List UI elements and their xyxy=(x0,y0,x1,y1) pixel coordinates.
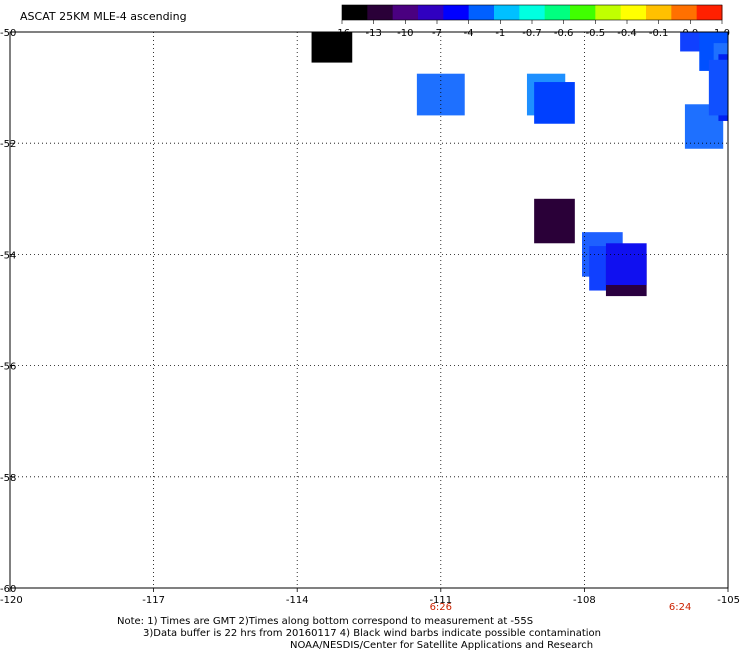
colorbar-tick-label: -13 xyxy=(365,28,381,39)
colorbar-swatch xyxy=(342,5,368,20)
colorbar-swatch xyxy=(671,5,698,20)
map-title: ASCAT 25KM MLE-4 ascending xyxy=(20,10,187,23)
colorbar-swatch xyxy=(418,5,444,20)
wind-cell xyxy=(311,32,353,63)
colorbar-tick-label: -0.7 xyxy=(522,28,542,39)
colorbar-swatch xyxy=(519,5,546,20)
colorbar-swatch xyxy=(646,5,672,20)
longitude-axis: -120 -117 -114 -111 -108 -105 xyxy=(0,588,740,606)
colorbar-swatch xyxy=(570,5,596,20)
x-tick-label: -108 xyxy=(573,595,596,606)
colorbar-tick-label: -7 xyxy=(432,28,442,39)
colorbar-tick-label: -10 xyxy=(397,28,413,39)
swath-times: 6:26 6:24 xyxy=(430,602,692,613)
colorbar-swatch xyxy=(595,5,622,20)
colorbar-swatch xyxy=(494,5,520,20)
colorbar-tick-label: -0.6 xyxy=(554,28,574,39)
colorbar-tick-label: -0.5 xyxy=(586,28,606,39)
note-line-1: Note: 1) Times are GMT 2)Times along bot… xyxy=(117,616,534,627)
y-tick-label: -58 xyxy=(0,473,16,484)
x-tick-label: -111 xyxy=(429,595,452,606)
swath-time-label: 6:26 xyxy=(430,602,452,613)
y-tick-label: -50 xyxy=(0,28,16,39)
colorbar-swatch xyxy=(620,5,647,20)
colorbar-swatch xyxy=(468,5,495,20)
colorbar-swatch xyxy=(392,5,419,20)
x-tick-label: -114 xyxy=(286,595,309,606)
colorbar-tick-label: -1 xyxy=(495,28,505,39)
plot-frame xyxy=(9,31,729,589)
colorbar-tick-label: -0.1 xyxy=(649,28,669,39)
y-tick-label: -60 xyxy=(0,584,16,595)
colorbar-swatch xyxy=(443,5,470,20)
colorbar-swatch xyxy=(696,5,723,20)
y-tick-label: -56 xyxy=(0,362,16,373)
data-cells xyxy=(311,32,728,297)
wind-cell xyxy=(416,73,465,116)
x-tick-label: -105 xyxy=(717,595,740,606)
wind-cell xyxy=(605,243,647,285)
latitude-axis: -50 -52 -54 -56 -58 -60 xyxy=(0,28,16,595)
wind-cell xyxy=(708,59,728,116)
swath-time-label: 6:24 xyxy=(669,602,691,613)
colorbar-tick-label: -4 xyxy=(464,28,474,39)
y-tick-label: -54 xyxy=(0,250,16,261)
note-line-3: NOAA/NESDIS/Center for Satellite Applica… xyxy=(290,640,594,651)
colorbar-swatch xyxy=(544,5,571,20)
color-scale-bar: -16-13-10-7-4-1-0.7-0.6-0.5-0.4-0.10.01.… xyxy=(334,4,730,39)
note-line-2: 3)Data buffer is 22 hrs from 20160117 4)… xyxy=(143,628,601,639)
y-tick-label: -52 xyxy=(0,139,16,150)
wind-cell xyxy=(534,198,575,244)
graticule xyxy=(9,31,729,589)
colorbar-tick-label: -0.4 xyxy=(617,28,637,39)
colorbar-swatch xyxy=(367,5,394,20)
x-tick-label: -120 xyxy=(0,595,23,606)
x-tick-label: -117 xyxy=(142,595,165,606)
wind-cell xyxy=(534,82,575,124)
